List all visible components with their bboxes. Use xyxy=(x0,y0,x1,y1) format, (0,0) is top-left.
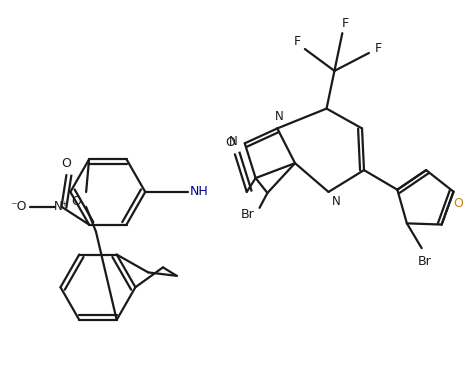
Text: N: N xyxy=(332,195,341,208)
Text: O: O xyxy=(71,196,81,208)
Text: N⁺: N⁺ xyxy=(54,200,69,213)
Text: Br: Br xyxy=(418,255,432,268)
Text: F: F xyxy=(293,35,300,48)
Text: O: O xyxy=(453,197,463,210)
Text: O: O xyxy=(225,136,235,149)
Text: O: O xyxy=(61,156,71,170)
Text: NH: NH xyxy=(190,186,209,199)
Text: ⁻O: ⁻O xyxy=(10,200,27,213)
Text: N: N xyxy=(275,110,284,123)
Text: F: F xyxy=(375,42,382,55)
Text: F: F xyxy=(342,17,349,30)
Text: N: N xyxy=(229,135,237,148)
Text: Br: Br xyxy=(241,208,255,221)
